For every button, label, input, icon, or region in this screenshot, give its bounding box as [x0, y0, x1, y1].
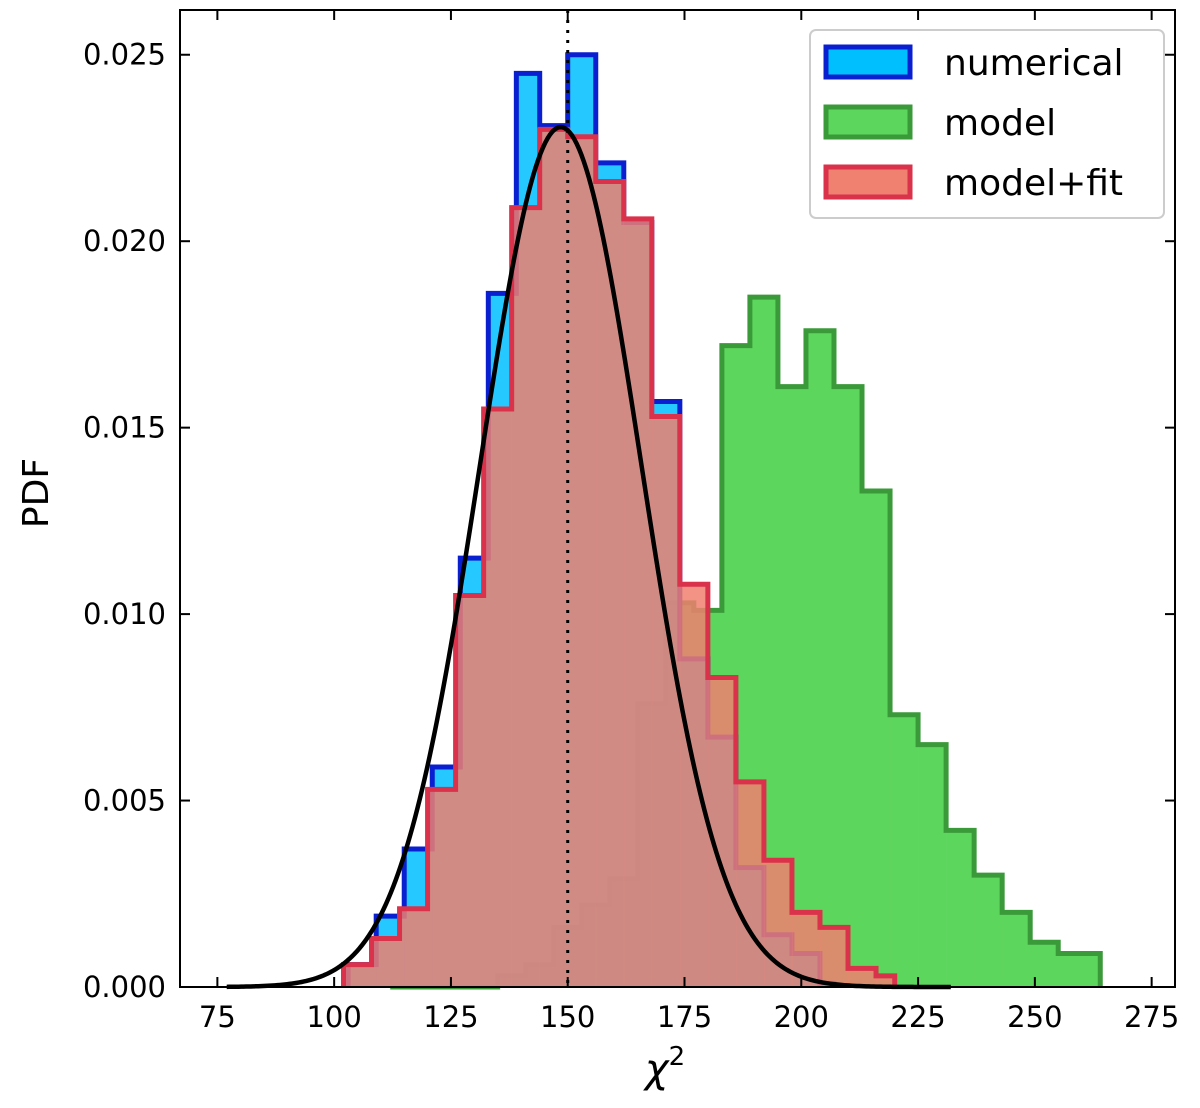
bar-model-fit-5	[483, 409, 512, 988]
bar-model-22	[1002, 912, 1031, 987]
fit-curve-layer	[226, 124, 951, 990]
bar-model-fit-9	[595, 181, 625, 987]
legend-label-numerical: numerical	[944, 43, 1124, 84]
bar-model-fit-0	[343, 964, 372, 987]
gaussian-fit-curve	[226, 124, 951, 990]
bar-model-fit-11	[651, 416, 681, 988]
y-tick-label: 0.010	[83, 597, 166, 631]
bar-model-fit-18	[848, 968, 877, 987]
x-tick-label: 100	[306, 1000, 361, 1034]
bar-model-fit-6	[511, 207, 540, 988]
y-tick-label: 0.000	[83, 970, 166, 1004]
bar-model-21	[974, 875, 1003, 987]
bar-model-fit-7	[539, 129, 569, 987]
y-tick-label: 0.020	[83, 224, 166, 258]
bar-model-20	[946, 830, 975, 987]
bar-model-fit-8	[567, 136, 597, 987]
x-tick-label: 150	[540, 1000, 595, 1034]
legend-swatch-model-fit	[823, 164, 913, 200]
outline-model-fit	[340, 126, 898, 987]
x-tick-label: 75	[199, 1000, 236, 1034]
bar-model-fit-3	[427, 789, 456, 987]
x-axis-label-symbol: χ	[643, 1046, 670, 1092]
plot-frame	[179, 9, 1176, 988]
series-model-fit	[340, 126, 898, 988]
legend: numerical model model+fit	[809, 29, 1165, 219]
y-tick-label: 0.025	[83, 38, 166, 72]
x-tick-label: 175	[657, 1000, 712, 1034]
x-axis-label: χ2	[643, 1042, 685, 1092]
x-tick-label: 225	[890, 1000, 945, 1034]
y-tick-label: 0.005	[83, 784, 166, 818]
y-tick-label: 0.015	[83, 411, 166, 445]
x-tick-label: 125	[423, 1000, 478, 1034]
bar-model-fit-1	[371, 938, 400, 987]
legend-swatch-numerical	[823, 44, 913, 80]
bar-model-fit-17	[819, 927, 849, 987]
bar-model-17	[862, 491, 891, 987]
bar-model-fit-14	[735, 781, 765, 987]
legend-swatch-model	[823, 104, 913, 140]
bar-model-fit-12	[679, 584, 709, 987]
legend-label-model: model	[944, 103, 1056, 144]
bar-model-18	[890, 714, 919, 987]
bar-model-15	[805, 330, 835, 987]
y-axis-label: PDF	[16, 458, 57, 528]
histogram-bars	[340, 52, 1103, 990]
bar-model-19	[918, 744, 947, 987]
x-tick-label: 275	[1124, 1000, 1179, 1034]
x-axis-label-superscript: 2	[669, 1042, 686, 1072]
bar-model-24	[1058, 953, 1087, 987]
x-tick-label: 200	[774, 1000, 829, 1034]
bar-model-16	[833, 386, 863, 987]
axis-ticks: 75 100 125 150 175 200 225 250 275 0.000 0.005 0.01…	[83, 10, 1179, 1034]
bar-model-fit-4	[455, 595, 484, 987]
legend-label-model-fit: model+fit	[944, 163, 1123, 204]
bar-model-25	[1086, 953, 1101, 987]
x-tick-label: 250	[1007, 1000, 1062, 1034]
bar-model-fit-2	[399, 908, 428, 987]
bar-model-fit-10	[623, 218, 653, 987]
bar-model-fit-19	[876, 975, 896, 987]
